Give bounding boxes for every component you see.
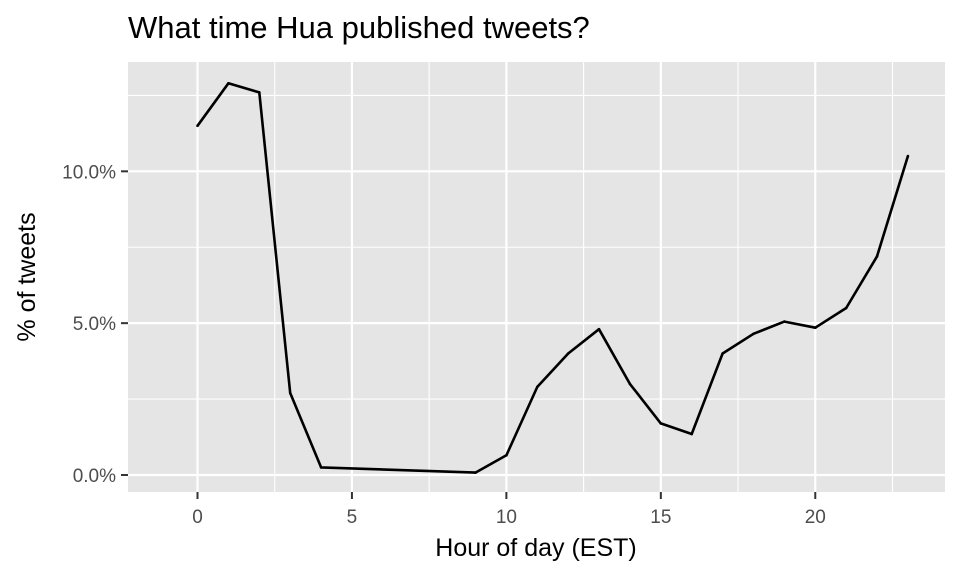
data-point (566, 352, 570, 355)
data-point (319, 466, 323, 469)
major-gridlines (128, 62, 945, 492)
data-point (875, 255, 879, 258)
y-tick-label: 5.0% (73, 314, 116, 335)
data-point (844, 306, 848, 310)
y-axis: 0.0% 5.0% 10.0% (62, 162, 128, 487)
data-point (597, 327, 601, 331)
y-axis-title: % of tweets (13, 212, 41, 341)
chart-title: What time Hua published tweets? (128, 10, 590, 45)
data-point (258, 91, 261, 94)
series-layer (196, 82, 910, 474)
data-point (752, 332, 755, 336)
data-point (505, 454, 508, 457)
data-point (783, 320, 786, 323)
data-point (906, 154, 910, 158)
x-tick-label: 0 (192, 507, 203, 528)
data-point (227, 82, 230, 85)
series-line (196, 82, 910, 474)
x-axis-title: Hour of day (EST) (435, 534, 636, 562)
data-point (628, 382, 632, 386)
x-tick-label: 5 (347, 507, 358, 528)
minor-gridlines (128, 62, 945, 492)
data-point (536, 385, 539, 389)
data-point (659, 422, 663, 425)
data-point (814, 326, 817, 330)
x-axis: 0 5 10 15 20 (192, 492, 826, 528)
data-point (196, 124, 199, 128)
x-tick-label: 15 (650, 507, 671, 528)
data-point (721, 352, 724, 355)
x-tick-label: 20 (805, 507, 826, 528)
data-point (474, 471, 477, 474)
x-tick-label: 10 (496, 507, 517, 528)
data-point (690, 432, 693, 436)
data-point (288, 391, 292, 395)
y-tick-label: 10.0% (62, 162, 116, 183)
y-tick-label: 0.0% (73, 466, 116, 487)
plot-panel (128, 62, 945, 492)
